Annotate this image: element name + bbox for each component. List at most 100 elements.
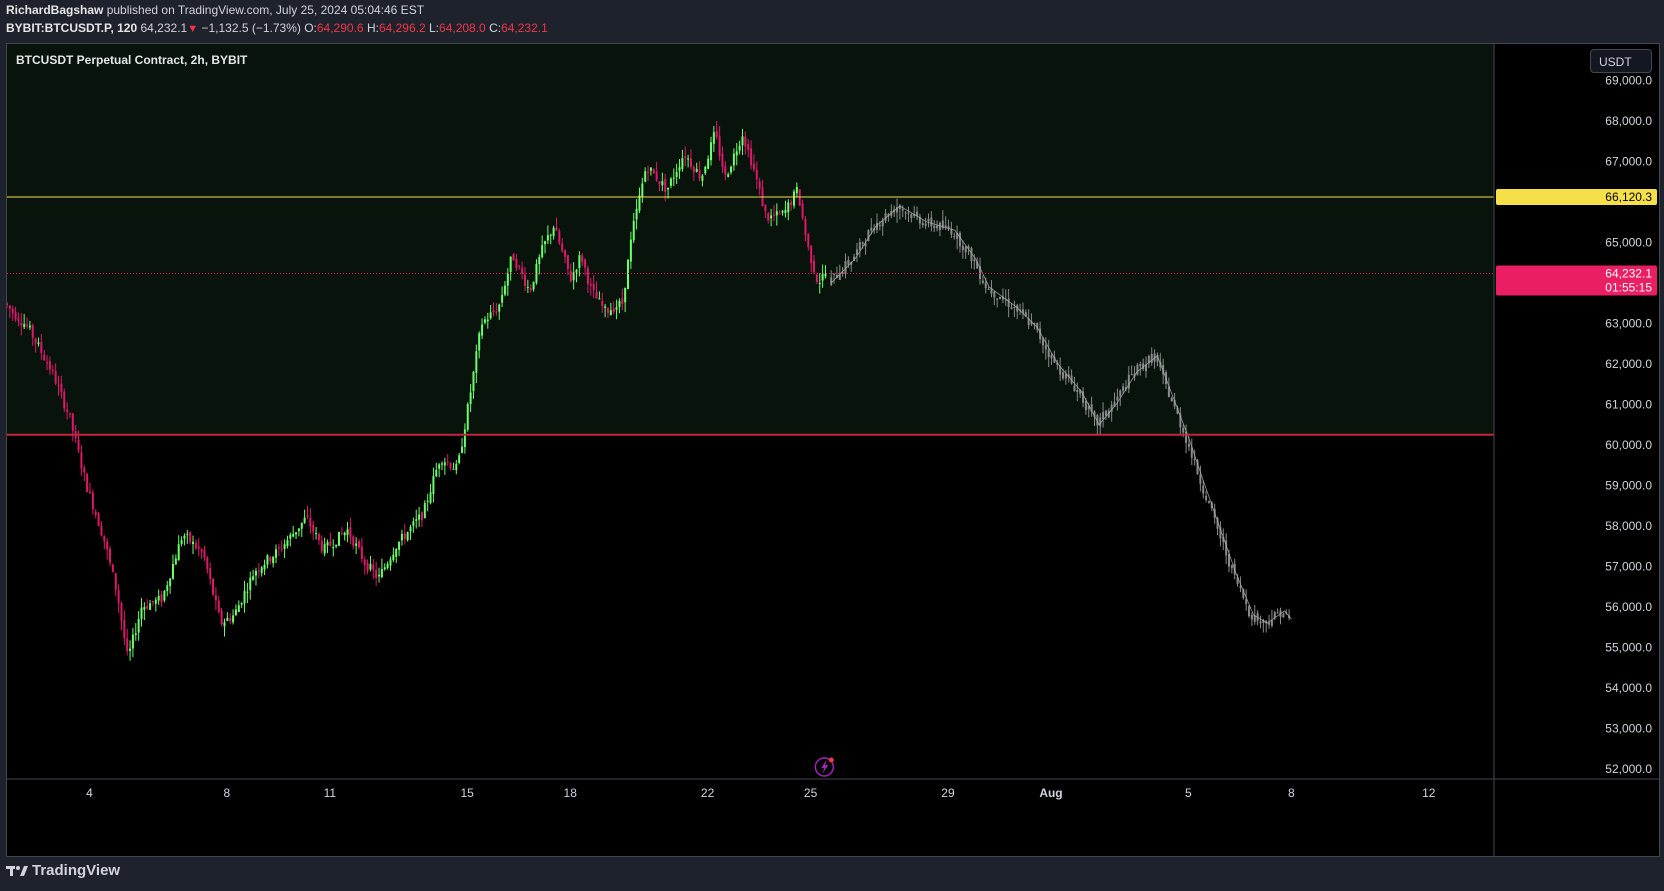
candle-body [638,195,641,211]
candle-body [635,208,638,220]
candle-body [415,519,418,521]
candle-body [254,570,257,576]
candle-body [1248,606,1251,617]
candle-body [1096,415,1099,426]
candle-body [503,285,506,295]
candle-body [830,277,833,285]
candle-body [317,533,320,541]
x-tick-label: 8 [223,786,230,800]
candle-body [1222,536,1225,542]
candle-body [1142,363,1145,370]
currency-button[interactable]: USDT [1590,49,1652,73]
candle-body [131,634,134,649]
candle-body [921,223,924,226]
candle-body [689,158,692,167]
candle-body [555,227,558,231]
candle-body [469,392,472,404]
candle-body [283,544,286,549]
candle-body [1230,565,1233,569]
y-tick-label: 67,000.0 [1605,154,1652,168]
projection-line [830,205,1292,624]
candle-body [80,452,83,469]
candle-body [881,220,884,227]
candle-body [1187,443,1190,447]
candle-body [1225,540,1228,556]
candle-body [68,412,71,415]
symbol-name[interactable]: BYBIT:BTCUSDT.P, 120 [6,21,138,35]
candle-body [43,354,46,361]
candle-body [810,245,813,264]
candle-body [1001,296,1004,300]
price-chart[interactable]: 69,000.0 68,000.0 67,000.0 65,000.0 63,000.0… [7,44,1659,856]
candle-body [526,286,529,288]
candle-body [718,136,721,156]
candle-body [1176,407,1179,414]
candle-body [1067,374,1070,378]
candle-body [303,517,306,524]
candle-body [203,549,206,558]
x-tick-label: 5 [1185,786,1192,800]
candle-body [967,246,970,249]
publish-info: published on TradingView.com, July 25, 2… [106,3,425,17]
author-name[interactable]: RichardBagshaw [6,3,104,17]
candle-body [850,261,853,265]
candle-body [1185,431,1188,443]
y-tick-label: 60,000.0 [1605,438,1652,452]
candle-body [358,541,361,548]
candle-body [1102,412,1105,420]
candle-body [1016,305,1019,312]
candle-body [395,549,398,557]
y-tick-label: 53,000.0 [1605,721,1652,735]
candle-body [687,158,690,160]
candle-body [329,541,332,546]
candle-body [541,245,544,258]
y-tick-label: 68,000.0 [1605,114,1652,128]
candle-body [629,239,632,262]
candle-body [243,590,246,604]
candle-body [824,273,827,277]
candle-body [795,186,798,194]
candle-body [601,300,604,307]
candle-body [692,167,695,173]
candle-body [835,274,838,278]
candle-body [386,563,389,568]
candle-body [523,275,526,287]
candle-body [23,324,26,328]
candle-body [400,533,403,541]
candle-body [269,557,272,562]
candle-body [435,469,438,477]
candle-body [586,268,589,284]
candle-body [123,619,126,638]
candle-body [151,600,154,603]
candle-body [246,591,249,593]
candle-body [372,564,375,571]
candle-body [232,615,235,623]
candle-body [1253,615,1256,622]
candle-body [758,181,761,189]
candle-body [26,324,29,326]
candle-body [575,269,578,273]
candle-body [675,171,678,178]
x-tick-label: 11 [324,786,337,800]
candle-body [936,225,939,229]
candle-body [1270,620,1273,626]
candle-body [750,148,753,166]
open-label: O: [304,21,317,35]
candle-body [200,549,203,552]
candle-body [1216,517,1219,529]
candle-body [606,308,609,313]
candle-body [1007,298,1010,307]
candle-body [1013,306,1016,308]
candle-body [1050,354,1053,359]
resistance-price-label: 66,120.3 [1605,190,1652,204]
candle-body [858,242,861,251]
candle-body [961,245,964,251]
candle-body [1033,323,1036,325]
candle-body [501,295,504,303]
candle-body [947,226,950,229]
candle-body [589,284,592,286]
candle-body [349,527,352,538]
tradingview-logo[interactable]: TradingView [6,862,120,879]
candle-body [1193,458,1196,460]
candle-body [17,318,20,322]
